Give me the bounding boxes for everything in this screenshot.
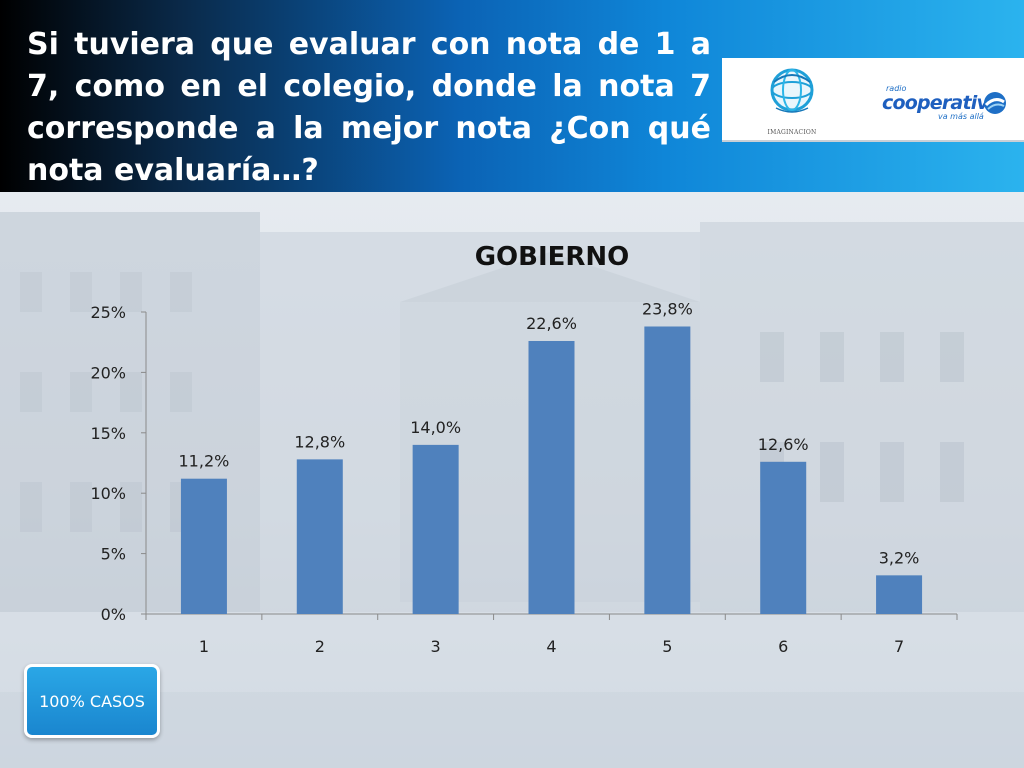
x-tick-label: 7 (894, 637, 904, 656)
data-label: 3,2% (879, 548, 920, 567)
header-band: Si tuviera que evaluar con nota de 1 a 7… (0, 0, 1024, 192)
data-label: 22,6% (526, 314, 577, 333)
data-label: 12,6% (758, 435, 809, 454)
imaginacion-logo-text: IMAGINACION (767, 129, 817, 136)
x-tick-label: 6 (778, 637, 788, 656)
data-label: 23,8% (642, 299, 693, 318)
chart-plot: 0% 5% 10% 15% 20% 25% 11,2% 1 12,8% 2 14,0% 3 22,6% 4… (90, 299, 958, 656)
chart-title: GOBIERNO (474, 242, 630, 272)
data-label: 12,8% (294, 432, 345, 451)
sample-badge: 100% CASOS (24, 664, 160, 738)
y-tick-label: 20% (90, 363, 126, 382)
logo-panel: IMAGINACION radio cooperativa va más all… (722, 58, 1024, 142)
imaginacion-logo: IMAGINACION (766, 64, 818, 136)
x-tick-label: 5 (662, 637, 672, 656)
bar-chart: GOBIERNO 0% 5% 10% 15% 20% 25% 11,2% 1 12,8% 2 14,… (0, 192, 1024, 672)
bar (876, 575, 923, 614)
y-tick-label: 5% (101, 545, 126, 564)
bar (528, 340, 575, 614)
y-tick-label: 15% (90, 424, 126, 443)
y-tick-label: 0% (101, 605, 126, 624)
x-tick-label: 3 (431, 637, 441, 656)
globe-icon (770, 68, 814, 113)
x-tick-label: 4 (546, 637, 556, 656)
data-label: 14,0% (410, 418, 461, 437)
bar (180, 478, 227, 614)
bar (296, 459, 343, 614)
bar (412, 444, 459, 614)
x-tick-label: 1 (199, 637, 209, 656)
data-label: 11,2% (179, 452, 230, 471)
cooperativa-swirl-icon (984, 92, 1006, 114)
cooperativa-logo-small: radio (886, 84, 907, 93)
cooperativa-logo-main: cooperativa (882, 92, 1001, 114)
bar (760, 461, 807, 614)
y-tick-label: 25% (90, 303, 126, 322)
slide-title: Si tuviera que evaluar con nota de 1 a 7… (27, 27, 711, 188)
x-tick-label: 2 (315, 637, 325, 656)
bar (644, 326, 691, 614)
y-tick-label: 10% (90, 484, 126, 503)
cooperativa-logo-tagline: va más allá (938, 112, 984, 121)
cooperativa-logo: radio cooperativa va más allá (882, 84, 1012, 124)
